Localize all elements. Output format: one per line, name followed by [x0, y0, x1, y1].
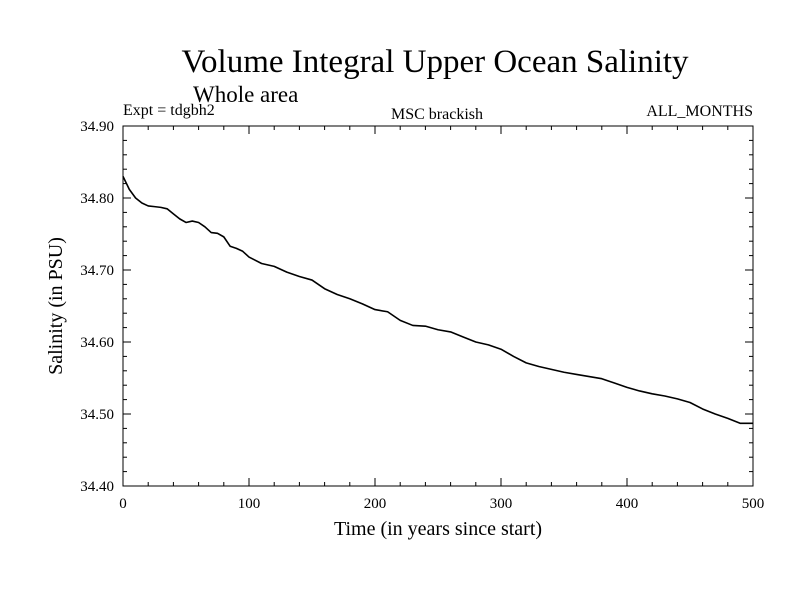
axis-ticks: [122, 125, 754, 487]
experiment-label: Expt = tdgbh2: [123, 102, 215, 119]
x-tick-label: 400: [616, 496, 639, 512]
months-label: ALL_MONTHS: [646, 103, 753, 120]
y-tick-label: 34.60: [80, 335, 114, 351]
y-tick-label: 34.50: [80, 407, 114, 423]
x-axis-label: Time (in years since start): [334, 518, 542, 540]
x-tick-labels: 0 100 200 300 400 500: [119, 496, 764, 512]
y-tick-label: 34.90: [80, 119, 114, 135]
y-tick-label: 34.40: [80, 479, 114, 495]
y-tick-labels: 34.40 34.50 34.60 34.70 34.80 34.90: [80, 119, 114, 495]
y-tick-label: 34.80: [80, 191, 114, 207]
chart-title: Volume Integral Upper Ocean Salinity: [181, 44, 689, 80]
chart-subtitle: Whole area: [193, 82, 298, 107]
y-tick-label: 34.70: [80, 263, 114, 279]
x-tick-label: 0: [119, 496, 127, 512]
x-tick-label: 500: [742, 496, 765, 512]
series-line: [122, 176, 753, 425]
x-tick-label: 200: [364, 496, 387, 512]
plot-frame: [122, 125, 754, 487]
y-axis-label: Salinity (in PSU): [45, 237, 67, 375]
x-tick-label: 100: [238, 496, 261, 512]
center-label: MSC brackish: [391, 106, 483, 123]
x-tick-label: 300: [490, 496, 513, 512]
